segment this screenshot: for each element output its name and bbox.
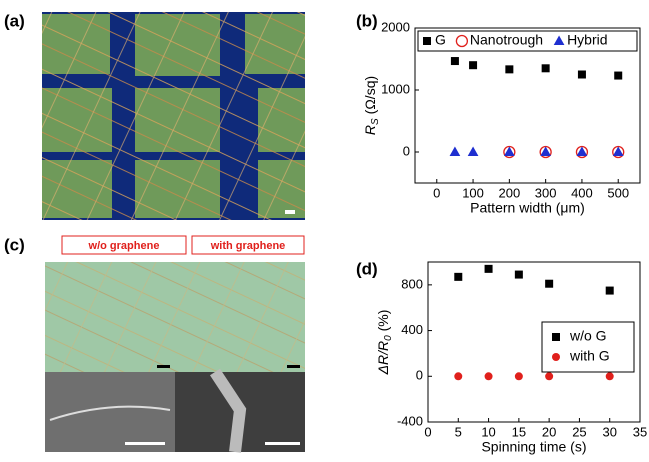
point	[614, 71, 623, 80]
point	[469, 61, 478, 70]
x-tick-label: 0	[433, 185, 440, 200]
y-tick-label: 0	[416, 368, 423, 383]
y-label-main: ΔR/R	[375, 341, 391, 376]
point	[454, 372, 463, 381]
x-axis-label: Pattern width (μm)	[470, 200, 585, 216]
legend-label: Nanotrough	[470, 32, 543, 48]
point	[514, 372, 523, 381]
micrograph-a	[42, 12, 305, 220]
point	[504, 146, 515, 156]
y-tick-label: 2000	[381, 19, 410, 34]
point	[605, 372, 614, 381]
point	[484, 264, 493, 273]
x-tick-label: 15	[512, 424, 526, 439]
point	[484, 372, 493, 381]
x-tick-label: 100	[462, 185, 484, 200]
y-label-unit: (%)	[375, 310, 391, 332]
x-tick-label: 0	[424, 424, 431, 439]
legend-label: G	[435, 32, 446, 48]
legend-label: with G	[569, 348, 610, 364]
panel-label: (a)	[4, 11, 25, 30]
y-tick-label: 0	[403, 143, 410, 158]
point	[540, 146, 551, 156]
point	[545, 279, 554, 288]
panel-label: (d)	[356, 259, 378, 278]
y-tick-label: -400	[397, 413, 423, 428]
x-tick-label: 20	[542, 424, 556, 439]
legend: G Nanotrough Hybrid	[417, 30, 638, 52]
x-tick-label: 30	[602, 424, 616, 439]
legend-marker	[552, 353, 560, 361]
point	[449, 146, 461, 156]
x-tick-label: 25	[572, 424, 586, 439]
point	[450, 57, 459, 66]
legend-marker	[553, 35, 565, 45]
legend-frame	[541, 321, 635, 373]
x-tick-label: 300	[535, 185, 557, 200]
micrograph-c: w/o graphene with graphene	[45, 235, 305, 453]
y-tick-label: 1000	[381, 81, 410, 96]
plot-frame	[414, 27, 641, 184]
point	[505, 65, 514, 74]
image-label: with graphene	[210, 240, 286, 252]
y-tick-label: 400	[401, 322, 423, 337]
y-label-main: R	[362, 125, 378, 135]
image-label: w/o graphene	[88, 240, 160, 252]
legend-marker	[423, 37, 431, 45]
y-axis-label: ΔR/R0 (%)	[375, 310, 394, 376]
legend-marker	[552, 333, 560, 341]
point	[467, 146, 479, 156]
point	[454, 272, 463, 281]
legend-frame	[417, 30, 638, 52]
x-tick-label: 10	[481, 424, 495, 439]
x-tick-label: 35	[633, 424, 647, 439]
x-tick-label: 500	[607, 185, 629, 200]
y-tick-label: 800	[401, 276, 423, 291]
legend-marker	[455, 34, 469, 48]
y-label-sub: S	[370, 118, 381, 125]
x-axis-label: Spinning time (s)	[481, 439, 586, 455]
panel-label: (b)	[356, 11, 378, 30]
x-tick-label: 200	[499, 185, 521, 200]
y-label-unit: (Ω/sq)	[362, 76, 378, 114]
point	[612, 146, 624, 156]
point	[605, 286, 614, 295]
x-tick-label: 5	[455, 424, 462, 439]
y-axis-label: RS (Ω/sq)	[362, 76, 381, 135]
point	[541, 64, 550, 73]
legend-label: w/o G	[569, 328, 607, 344]
point	[576, 146, 588, 156]
legend: w/o G with G	[541, 321, 635, 373]
plot-frame	[427, 261, 641, 423]
y-label-sub: 0	[383, 335, 394, 341]
point	[514, 270, 523, 279]
legend-label: Hybrid	[567, 32, 607, 48]
point	[545, 372, 554, 381]
point	[577, 70, 586, 79]
panel-label: (c)	[4, 235, 25, 254]
x-tick-label: 400	[571, 185, 593, 200]
